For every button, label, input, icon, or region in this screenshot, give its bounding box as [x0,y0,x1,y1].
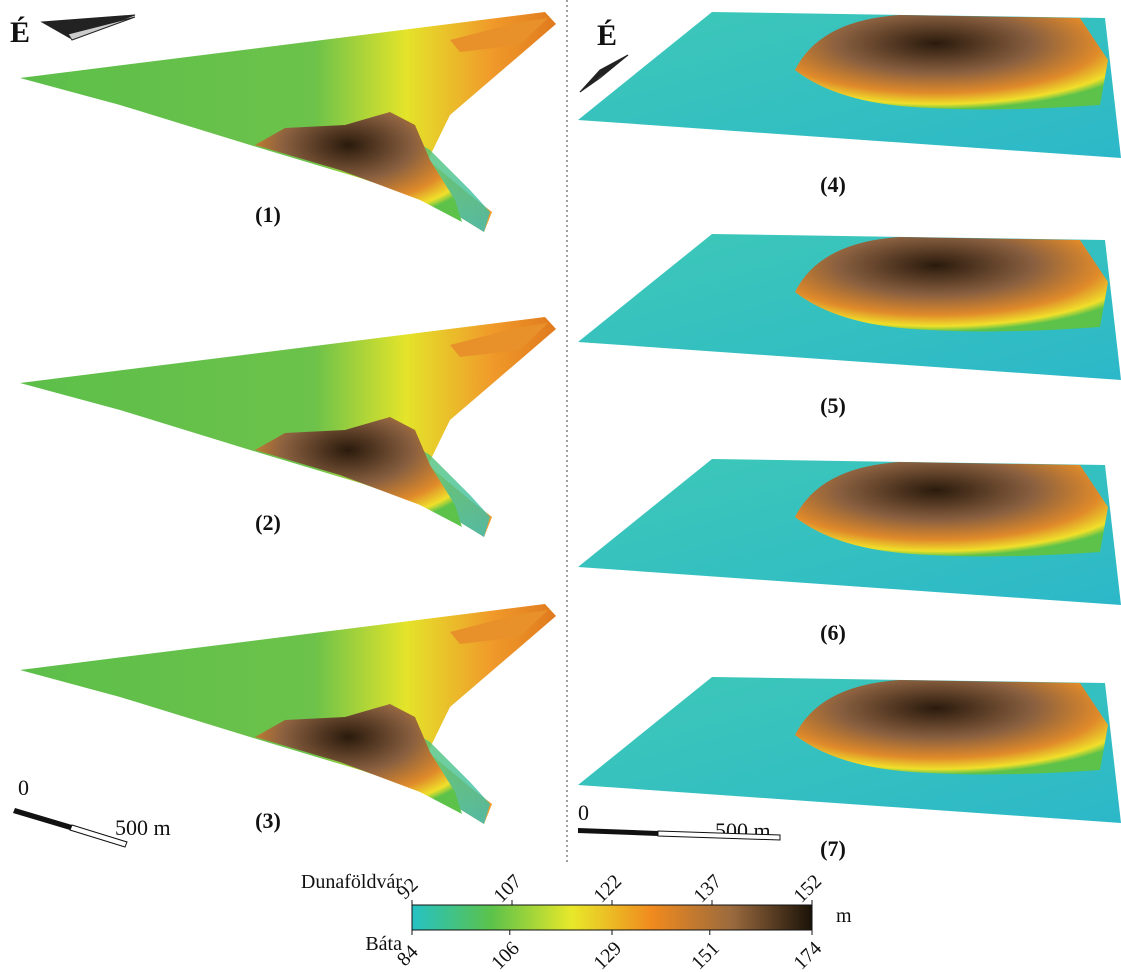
north-label: É [597,19,617,52]
terrain-model [578,12,1121,158]
colorbar-tick-label: 107 [489,870,526,907]
colorbar-unit: m [836,905,852,927]
colorbar-tick-label: 106 [487,937,524,972]
colorbar-row-name: Dunaföldvár [301,871,402,893]
colorbar-tick-label: 129 [589,937,626,972]
panel-label: (3) [255,808,281,833]
figure: (1) (2) (3) (4) (5) (6) (7) É É 0 500 m … [0,0,1121,972]
terrain-model [578,234,1121,380]
north-arrow [42,15,135,38]
scale-bar [13,808,72,830]
panel-label: (4) [820,172,846,197]
panel-label: (2) [255,510,281,535]
colorbar-tick-label: 137 [689,870,726,907]
scale-label: 500 m [115,815,171,840]
scale-label: 0 [578,800,589,825]
scale-bar [578,828,658,836]
panel-label: (1) [255,202,281,227]
north-label: É [10,16,30,49]
terrain-model [20,317,556,537]
colorbar-tick-label: 152 [789,870,826,907]
terrain-model [578,459,1121,605]
colorbar-tick-label: 122 [589,870,626,907]
colorbar-bar [412,905,812,930]
terrain-model [20,12,556,232]
colorbar-tick-label: 151 [687,937,724,972]
panel-label: (5) [820,393,846,418]
scale-label: 0 [18,775,29,800]
panel-label: (7) [820,836,846,861]
colorbar-tick-label: 174 [789,937,826,972]
terrain-model [20,604,556,824]
panel-label: (6) [820,620,846,645]
terrain-model [578,677,1121,823]
